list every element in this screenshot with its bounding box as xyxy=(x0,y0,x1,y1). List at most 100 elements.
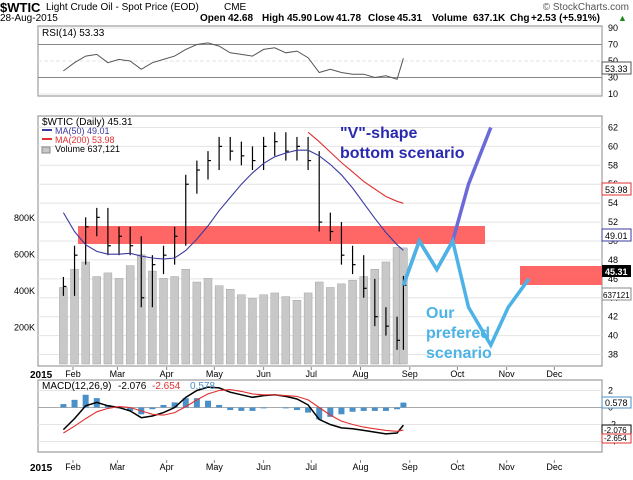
x-axis-month-labels: Feb Mar Apr May Jun Jul Aug Sep Oct Nov Dec xyxy=(65,367,563,379)
ma50-legend-swatch xyxy=(42,129,52,131)
volume-bar xyxy=(237,294,246,365)
volume-bar xyxy=(203,278,213,365)
x-month-label: Oct xyxy=(450,369,465,379)
volume-bar xyxy=(348,279,357,365)
x-month-label: Sep xyxy=(402,369,418,379)
rsi-tick-label: 90 xyxy=(608,23,618,33)
x-month-label: Feb xyxy=(65,369,81,379)
x-month-label: Dec xyxy=(546,369,563,379)
volume-bar xyxy=(159,278,168,365)
date-label: 28-Aug-2015 xyxy=(0,13,58,24)
x-month-label: Jun xyxy=(256,462,271,472)
volume-legend: Volume 637,121 xyxy=(55,144,120,154)
ma200-legend-swatch xyxy=(42,138,52,140)
volume-bar xyxy=(270,292,279,365)
macd-tag: -2.076 xyxy=(604,426,627,435)
rsi-legend: RSI(14) 53.33 xyxy=(42,28,105,39)
x-month-label: Jun xyxy=(256,369,271,379)
x-month-label: May xyxy=(206,369,224,379)
close-tag: 45.31 xyxy=(605,267,628,277)
volume-tag: 637121 xyxy=(603,291,630,300)
price-tick-label: 52 xyxy=(608,217,618,227)
macd-hist-bar xyxy=(60,404,67,408)
price-tick-label: 58 xyxy=(608,160,618,170)
macd-hist-bar xyxy=(227,407,234,411)
x-month-label: Mar xyxy=(110,462,126,472)
macd-legend-value: -2.076 xyxy=(118,381,147,392)
hist-legend-value: 0.578 xyxy=(190,381,215,392)
macd-hist-bar xyxy=(82,394,89,408)
ma200-tag-box xyxy=(601,182,632,196)
macd-hist-bar xyxy=(149,407,156,410)
open-value: 42.68 xyxy=(228,13,254,24)
price-tick-label: 42 xyxy=(608,312,618,322)
rsi-line xyxy=(63,42,404,80)
exchange-label: CME xyxy=(224,2,247,13)
macd-hist-bar xyxy=(338,407,345,415)
preferred-scenario-annotation: Our prefered scenario xyxy=(426,305,492,362)
x-month-label: Oct xyxy=(450,462,465,472)
macd-hist-bar xyxy=(260,407,267,409)
chart-header: $WTIC Light Crude Oil - Spot Price (EOD)… xyxy=(0,0,633,26)
macd-hist-bar xyxy=(204,400,211,408)
open-label: Open xyxy=(200,13,226,24)
volume-bar xyxy=(326,287,335,365)
volume-bar xyxy=(192,281,202,365)
volume-legend-swatch xyxy=(41,146,51,154)
low-label: Low xyxy=(314,13,334,24)
ma50-tag-box xyxy=(601,228,632,242)
macd-line xyxy=(62,386,404,435)
macd-tick-label: 2 xyxy=(608,386,613,396)
x-month-label: Jul xyxy=(306,369,318,379)
symbol-name: Light Crude Oil - Spot Price (EOD) xyxy=(46,2,199,13)
ma200-legend: MA(200) 53.98 xyxy=(55,135,115,145)
x-month-label: May xyxy=(206,462,224,472)
x-axis-month-labels-bottom: Feb Mar Apr May Jun Jul Aug Sep Oct Nov Dec xyxy=(65,460,563,472)
volume-tick-label: 800K xyxy=(14,213,35,223)
rsi-tag-box xyxy=(601,61,632,75)
ma50-tag: 49.01 xyxy=(605,231,628,241)
macd-hist-bar xyxy=(216,404,223,408)
x-month-label: Apr xyxy=(160,369,174,379)
x-axis-year-bottom: 2015 xyxy=(30,463,53,474)
volume-tick-label: 200K xyxy=(14,323,35,333)
volume-tick-label: 600K xyxy=(14,250,35,260)
signal-line xyxy=(63,389,404,434)
x-month-label: Mar xyxy=(110,369,126,379)
resistance-zone xyxy=(78,226,485,244)
volume-label: Volume xyxy=(432,13,468,24)
macd-hist-bar xyxy=(238,407,245,411)
macd-hist-bar xyxy=(327,407,334,417)
x-month-label: Jul xyxy=(306,462,318,472)
x-month-label: Nov xyxy=(499,369,516,379)
volume-bar xyxy=(214,285,224,365)
x-month-label: Sep xyxy=(402,462,418,472)
price-tick-label: 40 xyxy=(608,331,618,341)
volume-bar xyxy=(259,294,268,365)
macd-hist-bar xyxy=(382,407,389,411)
target-zone xyxy=(520,266,602,285)
rsi-tick-label: 50 xyxy=(608,56,618,66)
rsi-tick-label: 30 xyxy=(608,73,618,83)
volume-axis-ticks: 800K 600K 400K 200K xyxy=(14,213,35,332)
volume-bar xyxy=(315,281,324,365)
macd-hist-bar xyxy=(360,407,367,411)
close-tag-box xyxy=(602,265,631,277)
volume-bar xyxy=(248,298,257,365)
price-bars xyxy=(62,132,407,350)
volume-bar xyxy=(125,265,135,365)
macd-hist-bar xyxy=(127,407,134,411)
macd-hist-bar xyxy=(171,402,178,408)
price-legend: $WTIC (Daily) 45.31 xyxy=(42,117,133,128)
macd-hist-bar xyxy=(282,407,289,409)
rsi-grid xyxy=(38,27,602,95)
rsi-current-tag: 53.33 xyxy=(605,64,628,74)
volume-tick-label: 400K xyxy=(14,286,35,296)
chg-value: +2.53 (+5.91%) xyxy=(531,13,600,24)
volume-bar xyxy=(59,287,68,365)
ma50-line xyxy=(62,149,404,260)
hist-tag: 0.578 xyxy=(605,398,628,408)
x-month-label: Feb xyxy=(65,462,81,472)
close-value: 45.31 xyxy=(397,13,423,24)
volume-bar xyxy=(103,272,113,365)
